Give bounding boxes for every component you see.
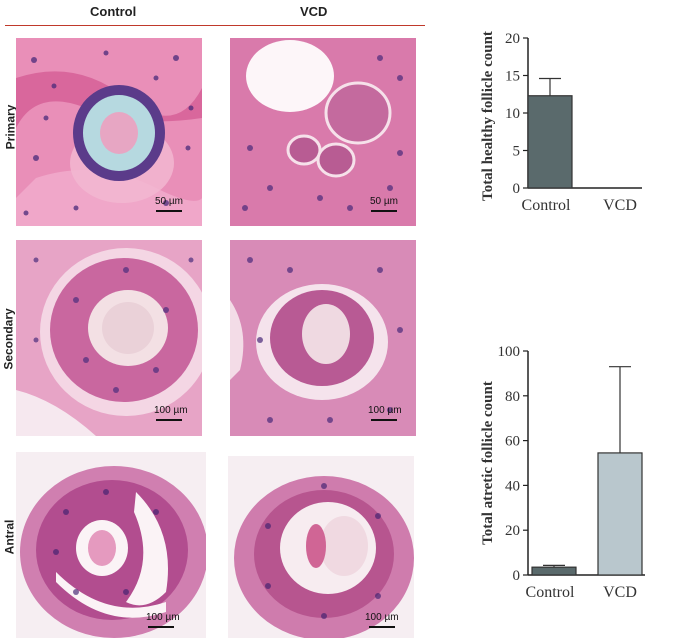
scale-label-primary-vcd: 50 µm	[370, 196, 398, 207]
chart-1-ytick-label: 40	[505, 478, 520, 494]
chart-0-ytick-label: 10	[505, 106, 520, 122]
scale-bar-antral-control	[148, 626, 174, 628]
scale-label-secondary-control: 100 µm	[154, 405, 188, 416]
scale-bar-secondary-control	[156, 419, 182, 421]
chart-1-category-label-vcd: VCD	[603, 584, 637, 601]
chart-0-ytick-label: 20	[505, 31, 520, 47]
chart-1-bar-control	[531, 566, 577, 576]
scale-bar-primary-vcd	[371, 210, 397, 212]
atretic-follicle-chart: Total atretic follicle count 0 20 40 60 80 10…	[480, 344, 645, 601]
micrograph-primary-vcd	[230, 38, 416, 226]
chart-1-category-label-control: Control	[526, 584, 575, 601]
scale-bar-antral-vcd	[369, 626, 395, 628]
scale-label-antral-control: 100 µm	[146, 612, 180, 623]
column-header-control: Control	[90, 4, 137, 19]
micrograph-secondary-control	[16, 240, 202, 436]
micrograph-secondary-vcd	[230, 240, 416, 436]
healthy-follicle-chart: Total healthy follicle count 0 5 10 15 20 Con…	[480, 31, 642, 214]
row-label-secondary: Secondary	[1, 308, 16, 370]
chart-0-ytick-label: 15	[505, 69, 520, 85]
chart-1-ytick-label: 80	[505, 389, 520, 405]
scale-label-secondary-vcd: 100 µm	[368, 405, 402, 416]
chart-1-ytick-label: 100	[498, 344, 521, 360]
micrograph-primary-control	[16, 38, 202, 226]
chart-0-ylabel: Total healthy follicle count	[480, 31, 496, 201]
column-header-vcd: VCD	[300, 4, 328, 19]
chart-1-bar-vcd	[597, 452, 643, 576]
micrograph-antral-vcd	[228, 456, 414, 638]
chart-0-ytick-label: 0	[513, 181, 521, 197]
scale-bar-primary-control	[156, 210, 182, 212]
chart-1-ytick-label: 0	[513, 568, 521, 584]
row-label-antral: Antral	[2, 519, 17, 555]
chart-0-category-label-vcd: VCD	[603, 197, 637, 214]
scale-bar-secondary-vcd	[371, 419, 397, 421]
chart-0-ytick-label: 5	[513, 144, 521, 160]
chart-1-ylabel: Total atretic follicle count	[480, 381, 496, 545]
scale-label-antral-vcd: 100 µm	[365, 612, 399, 623]
scale-label-primary-control: 50 µm	[155, 196, 183, 207]
chart-0-category-label-control: Control	[522, 197, 571, 214]
chart-1-ytick-label: 60	[505, 434, 520, 450]
chart-0-bar-control	[527, 95, 573, 189]
chart-1-ytick-label: 20	[505, 523, 520, 539]
header-divider	[5, 25, 425, 26]
micrograph-antral-control	[16, 452, 206, 638]
